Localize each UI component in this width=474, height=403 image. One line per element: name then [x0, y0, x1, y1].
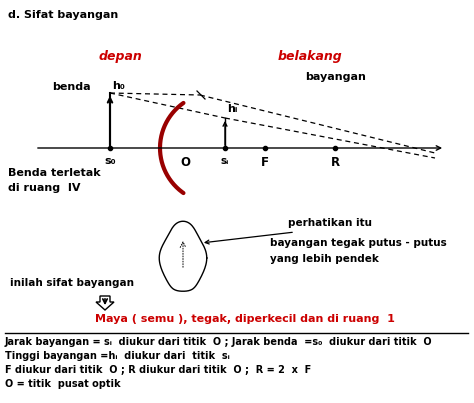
Text: h₀: h₀: [112, 81, 125, 91]
Text: s₀: s₀: [104, 156, 116, 166]
Text: benda: benda: [52, 82, 91, 92]
Text: depan: depan: [98, 50, 142, 63]
Text: bayangan: bayangan: [305, 72, 366, 82]
Text: O: O: [180, 156, 190, 169]
Text: yang lebih pendek: yang lebih pendek: [270, 254, 379, 264]
Text: hᵢ: hᵢ: [227, 104, 237, 114]
Text: F: F: [261, 156, 269, 169]
Text: belakang: belakang: [278, 50, 342, 63]
Text: Maya ( semu ), tegak, diperkecil dan di ruang  1: Maya ( semu ), tegak, diperkecil dan di …: [95, 314, 395, 324]
Text: Tinggi bayangan =hᵢ  diukur dari  titik  sᵢ: Tinggi bayangan =hᵢ diukur dari titik sᵢ: [5, 351, 230, 361]
Text: Benda terletak
di ruang  IV: Benda terletak di ruang IV: [8, 168, 100, 193]
Text: bayangan tegak putus - putus: bayangan tegak putus - putus: [270, 238, 447, 248]
Text: d. Sifat bayangan: d. Sifat bayangan: [8, 10, 118, 20]
Text: inilah sifat bayangan: inilah sifat bayangan: [10, 278, 134, 288]
Text: R: R: [330, 156, 339, 169]
Text: O = titik  pusat optik: O = titik pusat optik: [5, 379, 120, 389]
Text: F diukur dari titik  O ; R diukur dari titik  O ;  R = 2  x  F: F diukur dari titik O ; R diukur dari ti…: [5, 365, 311, 375]
Text: sᵢ: sᵢ: [221, 156, 229, 166]
Text: Jarak bayangan = sᵢ  diukur dari titik  O ; Jarak benda  =s₀  diukur dari titik : Jarak bayangan = sᵢ diukur dari titik O …: [5, 337, 433, 347]
Text: perhatikan itu: perhatikan itu: [288, 218, 372, 228]
